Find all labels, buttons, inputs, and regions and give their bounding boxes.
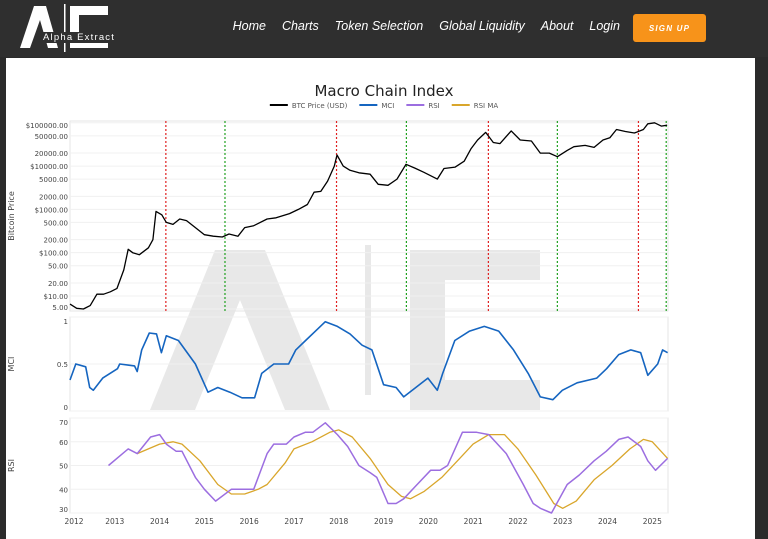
nav-charts[interactable]: Charts [281,19,319,33]
mci-line [69,320,668,401]
y-tick-label: 0.5 [57,361,68,369]
legend-label: MCI [381,102,394,110]
rsi-line [108,422,669,514]
x-tick-label: 2025 [643,517,662,526]
nav-login[interactable]: Login [589,19,620,33]
panel-frame [69,120,669,312]
x-tick-label: 2022 [508,517,527,526]
x-tick-label: 2018 [329,517,348,526]
y-tick-label: 2000.00 [39,193,68,201]
y-tick-label: 200.00 [44,237,69,245]
legend: BTC Price (USD) MCI RSI RSI MA [269,102,499,110]
legend-label: RSI MA [474,102,499,110]
logo-text: Alpha Extract [42,32,117,43]
x-tick-label: 2023 [553,517,572,526]
x-tick-label: 2017 [284,517,303,526]
watermark-logo [150,245,540,410]
x-tick-label: 2020 [419,517,438,526]
nav-about[interactable]: About [540,19,574,33]
main-nav: Home Charts Token Selection Global Liqui… [233,19,620,33]
sign-up-button[interactable]: SIGN UP [633,14,706,42]
legend-label: BTC Price (USD) [292,102,348,110]
y-tick-label: 500.00 [44,219,69,227]
y-tick-label: 30 [59,506,68,514]
y-tick-label: $100.00 [39,250,68,258]
x-tick-label: 2014 [150,517,169,526]
nav-token-selection[interactable]: Token Selection [334,19,424,33]
y-tick-label: $1000.00 [35,206,68,214]
x-tick-label: 2013 [105,517,124,526]
y-tick-label: 5.00 [52,304,68,312]
y-tick-label: 70 [59,419,68,427]
y-axis-label: Bitcoin Price [7,191,16,241]
y-tick-label: $100000.00 [26,122,68,130]
y-tick-label: 1 [64,318,68,326]
y-tick-label: 5000.00 [39,176,68,184]
y-tick-label: 20.00 [48,280,68,288]
rsi-ma-line [136,429,669,509]
chart-panel [6,58,755,539]
btc-price-line [69,122,668,310]
x-tick-label: 2012 [64,517,83,526]
nav-global-liquidity[interactable]: Global Liquidity [439,19,525,33]
chart-title: Macro Chain Index [314,82,453,100]
y-axis-label: RSI [7,459,16,472]
y-axis-label: MCI [7,357,16,372]
y-tick-label: $10.00 [44,293,69,301]
y-tick-label: 50 [59,463,68,471]
nav-home[interactable]: Home [232,19,266,33]
site-header: Alpha Extract Home Charts Token Selectio… [0,0,768,57]
x-tick-label: 2019 [374,517,393,526]
y-tick-label: 0 [64,404,68,412]
y-tick-label: 60 [59,439,68,447]
x-tick-label: 2015 [195,517,214,526]
y-tick-label: 50000.00 [35,133,68,141]
alpha-extract-logo[interactable]: Alpha Extract [18,4,117,52]
x-tick-label: 2016 [240,517,259,526]
y-tick-label: 20000.00 [35,150,68,158]
x-tick-label: 2024 [598,517,617,526]
x-tick-label: 2021 [464,517,483,526]
y-tick-label: 40 [59,486,68,494]
y-tick-label: 50.00 [48,263,68,271]
y-tick-label: $10000.00 [30,163,68,171]
legend-label: RSI [428,102,439,110]
